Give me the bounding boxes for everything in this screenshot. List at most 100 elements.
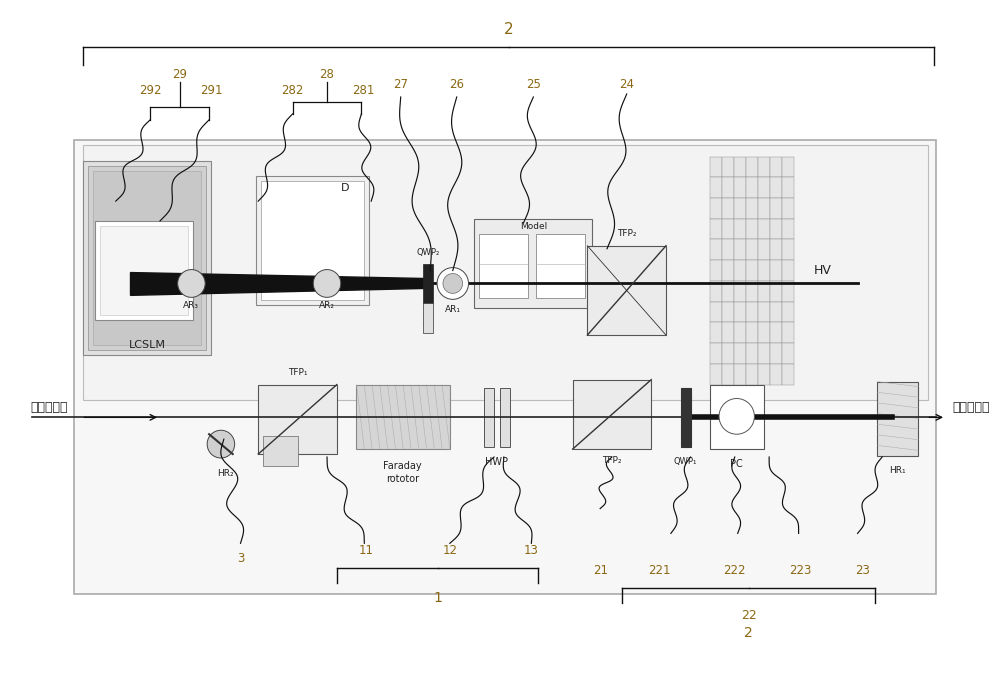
Text: 入射种子光: 入射种子光 (30, 401, 68, 414)
Bar (770, 302, 782, 323)
Text: 27: 27 (393, 77, 408, 91)
Bar (734, 239, 746, 260)
Bar (758, 198, 770, 219)
Bar (722, 219, 734, 239)
Bar (758, 323, 770, 343)
Bar (758, 157, 770, 177)
Bar (734, 343, 746, 364)
Bar (782, 343, 794, 364)
Polygon shape (131, 273, 425, 296)
Bar (356, 384, 450, 449)
Bar (88, 166, 206, 350)
Text: 223: 223 (789, 563, 812, 576)
Bar (770, 281, 782, 302)
Bar (710, 323, 722, 343)
Text: 12: 12 (442, 544, 457, 557)
Bar (782, 177, 794, 198)
Bar (782, 198, 794, 219)
Text: rototor: rototor (386, 474, 419, 484)
Bar (782, 157, 794, 177)
Text: HWP: HWP (485, 457, 508, 467)
Bar (877, 382, 918, 456)
Bar (782, 302, 794, 323)
Bar (722, 260, 734, 281)
Text: 28: 28 (320, 68, 334, 81)
Bar (734, 219, 746, 239)
Bar (722, 157, 734, 177)
Bar (746, 157, 758, 177)
Bar (770, 239, 782, 260)
Bar (722, 343, 734, 364)
Text: AR₂: AR₂ (319, 301, 335, 310)
Text: 282: 282 (281, 83, 304, 96)
Bar (746, 260, 758, 281)
Bar (710, 239, 722, 260)
Text: 292: 292 (139, 83, 161, 96)
Text: 22: 22 (741, 610, 756, 622)
Bar (587, 245, 666, 335)
Bar (423, 303, 433, 333)
Text: 24: 24 (619, 77, 634, 91)
Text: 281: 281 (352, 83, 375, 96)
Bar (710, 384, 764, 449)
Bar (710, 198, 722, 219)
Text: 3: 3 (237, 552, 244, 565)
Text: Model: Model (520, 222, 547, 231)
Text: PC: PC (730, 459, 743, 469)
Circle shape (313, 270, 341, 298)
Bar (782, 364, 794, 384)
Bar (722, 177, 734, 198)
Bar (722, 198, 734, 219)
Text: 23: 23 (855, 563, 870, 576)
Bar (710, 343, 722, 364)
Bar (746, 239, 758, 260)
Bar (746, 281, 758, 302)
Bar (734, 177, 746, 198)
Text: 13: 13 (524, 544, 539, 557)
Bar (734, 364, 746, 384)
Bar (710, 281, 722, 302)
Bar (74, 140, 936, 594)
Text: QWP₂: QWP₂ (417, 248, 440, 257)
Bar (256, 176, 369, 305)
Bar (746, 219, 758, 239)
Bar (710, 260, 722, 281)
Text: 221: 221 (648, 563, 670, 576)
Bar (758, 239, 770, 260)
Bar (746, 198, 758, 219)
Text: D: D (340, 183, 349, 193)
Bar (746, 302, 758, 323)
Bar (681, 388, 691, 447)
Bar (734, 302, 746, 323)
Bar (758, 364, 770, 384)
Bar (95, 221, 193, 320)
Bar (710, 157, 722, 177)
Text: HR₂: HR₂ (217, 469, 234, 479)
Circle shape (207, 431, 235, 458)
Bar (770, 157, 782, 177)
Bar (746, 323, 758, 343)
Bar (770, 198, 782, 219)
Text: 26: 26 (449, 77, 464, 91)
Text: AR₁: AR₁ (445, 304, 461, 314)
Bar (758, 260, 770, 281)
Bar (83, 144, 928, 401)
Bar (710, 219, 722, 239)
Circle shape (719, 399, 754, 434)
Bar (484, 388, 494, 447)
Text: 2: 2 (744, 626, 753, 639)
Bar (710, 177, 722, 198)
Bar (758, 177, 770, 198)
Bar (734, 323, 746, 343)
Bar (770, 364, 782, 384)
Text: HV: HV (814, 264, 832, 277)
Bar (261, 181, 364, 300)
Bar (479, 234, 528, 298)
Circle shape (437, 268, 468, 299)
Text: 1: 1 (433, 591, 442, 605)
Text: 291: 291 (200, 83, 222, 96)
Bar (770, 219, 782, 239)
Bar (722, 302, 734, 323)
Bar (746, 177, 758, 198)
Bar (770, 323, 782, 343)
